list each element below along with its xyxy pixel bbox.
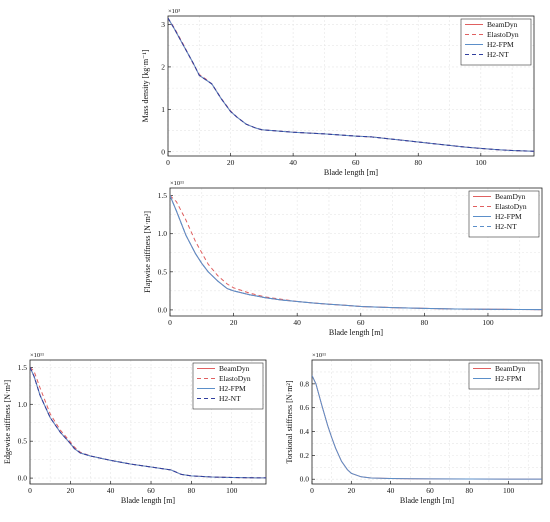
p1-x-tick-label: 100 [482,318,494,327]
p3-legend-label-h2-fpm: H2-FPM [495,374,522,383]
p2-legend-label-h2-fpm: H2-FPM [219,384,246,393]
p0-series-line-h2-nt [168,17,534,152]
p1-series-line-h2-nt [170,195,542,311]
p3-series-line-beamdyn [312,375,542,480]
p0-x-tick-label: 60 [352,158,360,167]
p0-y-tick-label: 2 [161,62,165,71]
p1-y-tick-label: 0.0 [158,305,168,314]
p1-legend-label-beamdyn: BeamDyn [495,192,526,201]
p3-x-tick-label: 100 [503,486,515,495]
p0-x-tick-label: 20 [227,158,235,167]
p0-legend-label-h2-fpm: H2-FPM [487,40,514,49]
p0-y-axis-label: Mass density [kg·m⁻¹] [141,49,150,122]
p2-x-tick-label: 60 [147,486,155,495]
p3-x-tick-label: 20 [348,486,356,495]
p0-x-tick-label: 80 [415,158,423,167]
p0-x-tick-label: 100 [475,158,487,167]
p2-y-tick-label: 1.0 [18,400,28,409]
p0-legend-label-beamdyn: BeamDyn [487,20,518,29]
p0-legend-box [460,18,532,66]
p2-series-line-h2-nt [30,367,266,479]
p1-legend-label-elastodyn: ElastoDyn [495,202,527,211]
p1-x-tick-label: 60 [357,318,365,327]
p1-y-tick-label: 1.5 [158,191,168,200]
p1-plot-frame [169,187,543,317]
p0-x-tick-label: 0 [166,158,170,167]
p3-plot-frame [311,359,543,485]
p3-y-tick-label: 0.4 [300,427,310,436]
p3-y-tick-label: 0.6 [300,403,310,412]
p1-x-axis-label: Blade length [m] [329,328,384,337]
p2-legend-box [192,362,264,410]
p2-x-tick-label: 40 [107,486,115,495]
p2-y-tick-label: 0.0 [18,474,28,483]
p2-plot-frame [29,359,267,485]
p1-y-tick-label: 0.5 [158,267,168,276]
p1-legend-box [468,190,540,238]
p2-x-axis-label: Blade length [m] [121,496,176,505]
p1-y-axis-label: Flapwise stiffness [N·m²] [143,211,152,293]
p2-x-tick-label: 20 [67,486,75,495]
p2-legend-label-beamdyn: BeamDyn [219,364,250,373]
p0-y-tick-label: 1 [161,105,165,114]
p3-x-axis-label: Blade length [m] [400,496,455,505]
p2-legend-label-elastodyn: ElastoDyn [219,374,251,383]
p1-x-tick-label: 0 [168,318,172,327]
p3-series-line-h2-fpm [312,375,542,480]
p3-y-tick-label: 0.8 [300,379,310,388]
p3-y-axis-label: Torsional stiffness [N·m²] [285,380,294,463]
p2-y-tick-label: 1.5 [18,363,28,372]
p3-x-tick-label: 40 [387,486,395,495]
p0-legend-label-h2-nt: H2-NT [487,50,509,59]
p0-plot-frame [167,15,535,157]
p2-y-tick-label: 0.5 [18,437,28,446]
p3-x-tick-label: 0 [310,486,314,495]
p3-x-tick-label: 60 [426,486,434,495]
p1-y-exponent: ×10¹¹ [170,180,184,187]
p2-x-tick-label: 0 [28,486,32,495]
p1-x-tick-label: 40 [293,318,301,327]
p0-y-tick-label: 0 [161,147,165,156]
p2-x-tick-label: 80 [188,486,196,495]
p2-y-exponent: ×10¹¹ [30,352,44,359]
p1-legend-label-h2-nt: H2-NT [495,222,517,231]
p0-y-tick-label: 3 [161,20,165,29]
p0-y-exponent: ×10³ [168,8,180,15]
p0-x-axis-label: Blade length [m] [324,168,379,177]
p2-x-tick-label: 100 [226,486,238,495]
p0-legend-label-elastodyn: ElastoDyn [487,30,519,39]
p2-y-axis-label: Edgewise stiffness [N·m²] [3,380,12,464]
p3-legend-box [468,362,540,390]
p1-x-tick-label: 80 [421,318,429,327]
p3-legend-label-beamdyn: BeamDyn [495,364,526,373]
p3-x-tick-label: 80 [466,486,474,495]
p1-x-tick-label: 20 [230,318,238,327]
p1-y-tick-label: 1.0 [158,229,168,238]
p1-legend-label-h2-fpm: H2-FPM [495,212,522,221]
p3-y-exponent: ×10¹¹ [312,352,326,359]
p0-x-tick-label: 40 [289,158,297,167]
p3-y-tick-label: 0.0 [300,475,310,484]
p2-legend-label-h2-nt: H2-NT [219,394,241,403]
p3-y-tick-label: 0.2 [300,451,310,460]
